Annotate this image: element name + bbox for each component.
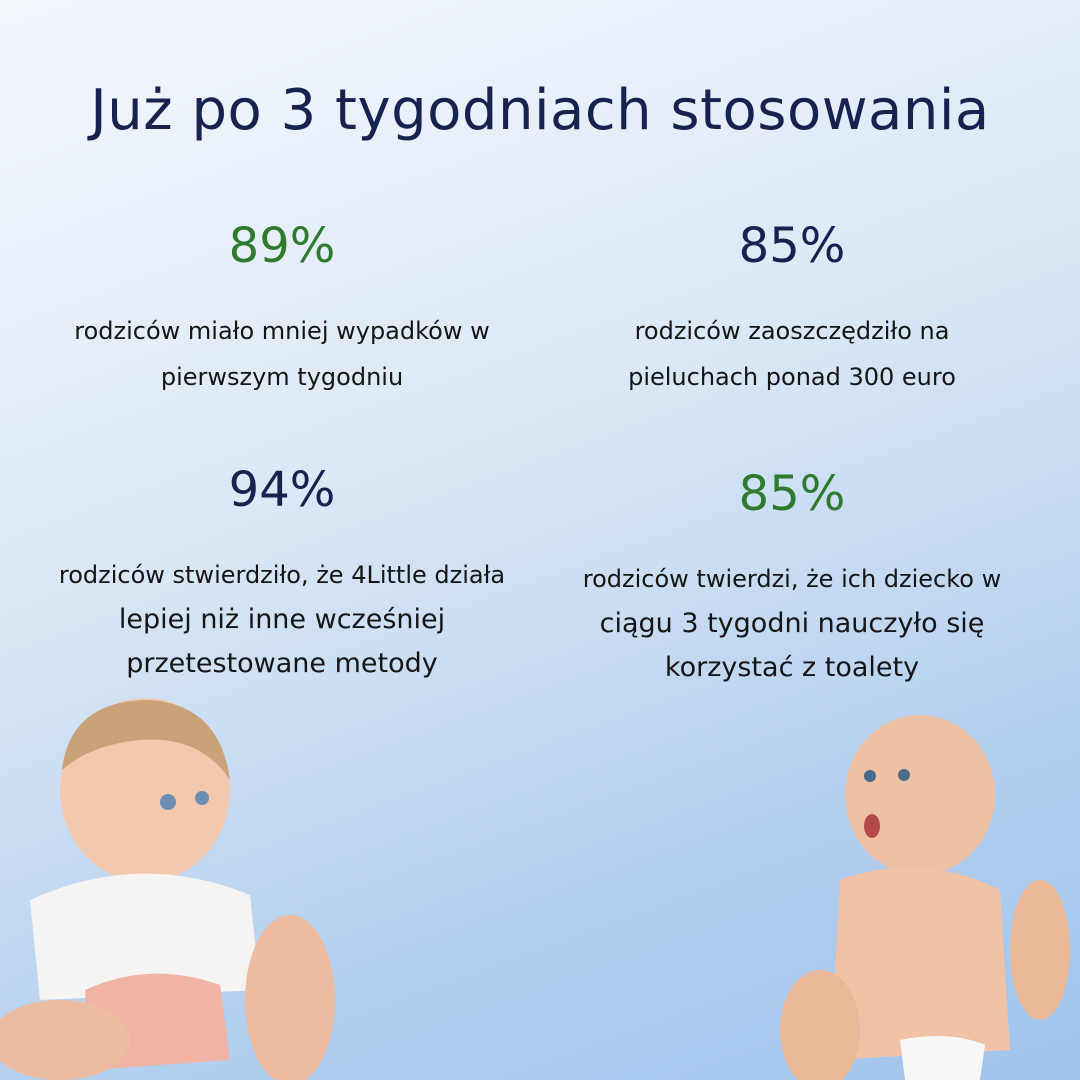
stat-value: 85% [738,218,846,274]
stat-value: 94% [228,462,336,518]
stat-text: lepiej niż inne wcześniej [118,604,446,635]
stat-text: rodziców stwierdziło, że 4Little działa [58,561,506,589]
baby-illustration [780,715,1070,1080]
stat-value: 85% [738,466,846,522]
stat-text: rodziców miało mniej wypadków w [74,317,490,345]
toddler-illustration [0,698,335,1080]
stat-text: pierwszym tygodniu [160,363,404,391]
stat: 85% rodziców twierdzi, że ich dziecko w ci… [532,466,1052,690]
stat: 85% rodziców zaoszczędziło na pieluchach p… [532,218,1052,400]
stat-text: rodziców twierdzi, że ich dziecko w [582,565,1002,593]
title: Już po 3 tygodniach stosowania [90,78,990,143]
stat: 89% rodziców miało mniej wypadków w pierws… [22,218,542,400]
stat-text: pieluchach ponad 300 euro [628,363,956,391]
stat-text: rodziców zaoszczędziło na [634,317,950,345]
stat-value: 89% [228,218,336,274]
stat: 94% rodziców stwierdziło, że 4Little dzia… [22,462,542,686]
stat-text: korzystać z toalety [664,652,920,683]
stat-text: ciągu 3 tygodni nauczyło się [599,608,985,639]
stat-text: przetestowane metody [126,648,438,679]
